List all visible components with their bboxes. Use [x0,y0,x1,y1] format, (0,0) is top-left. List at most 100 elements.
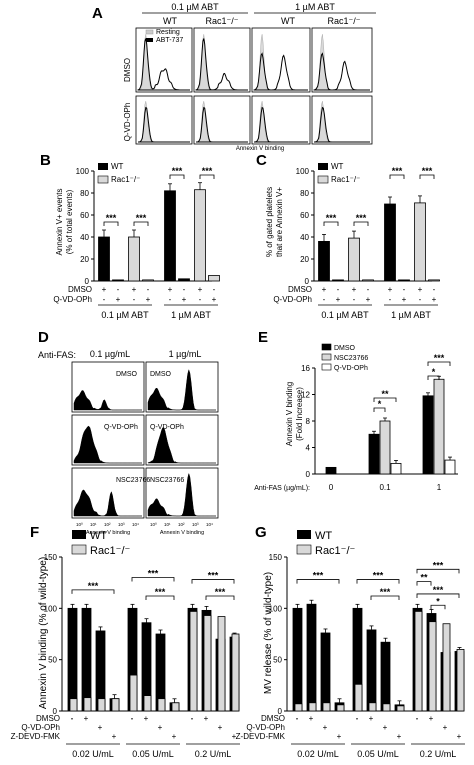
significance-bracket [169,174,185,179]
significance-bracket [373,407,386,412]
treatment-sign: - [296,714,299,723]
treatment-sign: - [323,295,326,304]
significance-bracket [131,577,175,582]
treatment-sign: - [337,285,340,294]
treatment-sign: + [432,295,437,304]
abt-histogram [195,38,248,91]
histogram-treatment-label: NSC23766 [150,477,184,484]
significance-bracket [191,579,235,584]
treatment-sign: + [212,295,217,304]
significance-label: *** [313,571,324,581]
treatment-sign: + [352,285,357,294]
panel-a-row-qvd: Q-VD-OPh [123,103,132,142]
significance-bracket [427,361,451,366]
bar [433,378,445,475]
bar [362,279,374,282]
bar [320,632,331,712]
panel-d-conc-low: 0.1 µg/mL [90,349,130,359]
bar [231,633,240,712]
significance-bracket [71,589,115,594]
y-tick-label: 8 [306,417,311,426]
legend-swatch [72,530,86,539]
significance-bracket [427,375,440,380]
significance-label: *** [202,166,213,176]
significance-label: *** [326,213,337,223]
legend-label: WT [90,530,107,542]
resting-histogram [196,34,248,91]
bar [171,702,180,712]
treatment-sign: + [337,732,342,741]
legend-label: Rac1⁻/⁻ [111,175,140,184]
histogram-frame [71,414,145,466]
bar [444,459,456,475]
panel-f-ylabel: Annexin V binding (% of wild-type) [38,557,49,709]
significance-bracket [373,397,397,402]
bar [428,279,440,282]
tick-label: 10⁰ [76,522,83,527]
fas-histogram [147,472,216,517]
significance-bracket [416,581,432,586]
bar [442,623,451,712]
legend-swatch [71,544,87,555]
treatment-row-label: Z-DEVD-FMK [11,732,61,741]
fas-histogram [147,427,216,464]
bar [292,607,303,712]
bar [128,236,140,282]
x-prefix-label: Anti-FAS (µg/mL): [254,485,310,492]
bar [164,190,176,282]
x-category-label: 0 [329,483,334,492]
bar [396,705,405,712]
y-tick-label: 100 [76,167,90,176]
bar [380,641,391,712]
legend-swatch [296,544,312,555]
tick-label: 10⁰ [150,522,157,527]
bar [81,607,92,712]
bar [142,279,154,282]
histogram-frame [145,361,219,413]
treatment-sign: + [158,723,163,732]
significance-bracket [145,595,175,601]
y-tick-label: 60 [300,211,309,220]
panel-e-chart: 0 4 8 12 16 DMSO NSC23766 Q-VD-OPh 0 0.1 1 Anti-FAS… [254,343,458,492]
treatment-sign: - [356,714,359,723]
significance-label: *** [215,587,226,597]
histogram-frame [135,95,193,145]
treatment-sign: - [353,295,356,304]
bar [308,702,317,712]
bar [390,462,402,475]
treatment-sign: - [183,285,186,294]
significance-label: *** [356,213,367,223]
treatment-sign: - [71,714,74,723]
y-tick-label: 0 [53,707,58,716]
panel-a-conc-low: 0.1 µM ABT [171,2,219,12]
treatment-sign: - [416,714,419,723]
bar [178,278,190,282]
significance-bracket [323,221,339,226]
group-label: 0.05 U/mL [132,749,174,759]
y-tick-label: 12 [301,391,310,400]
panel-a-conc-high: 1 µM ABT [295,2,335,12]
bar [348,237,360,282]
abt-histogram [253,52,308,91]
bar [217,616,226,712]
panel-a-letter: A [92,5,103,22]
x-axis-label: Annexin V binding [86,530,130,536]
panel-e-ylabel-2: (Fold Increase) [295,387,304,441]
y-tick-label: 40 [300,233,309,242]
treatment-sign: + [146,295,151,304]
bar [322,702,331,712]
treatment-sign: + [443,723,448,732]
significance-label: *** [434,353,445,363]
panel-f-chart: 0 50 100 150 WT Rac1⁻/⁻ *** *** *** *** *** DMSO + - +… [11,530,240,759]
group-label: 1 µM ABT [391,310,431,320]
treatment-sign: - [213,285,216,294]
bar [368,433,380,475]
abt-histogram [196,106,248,143]
bar [414,611,423,712]
significance-label: * [436,596,440,606]
panel-b-letter: B [40,152,51,169]
bar [67,607,78,712]
treatment-sign: + [322,285,327,294]
bar [203,615,212,712]
treatment-sign: + [144,714,149,723]
